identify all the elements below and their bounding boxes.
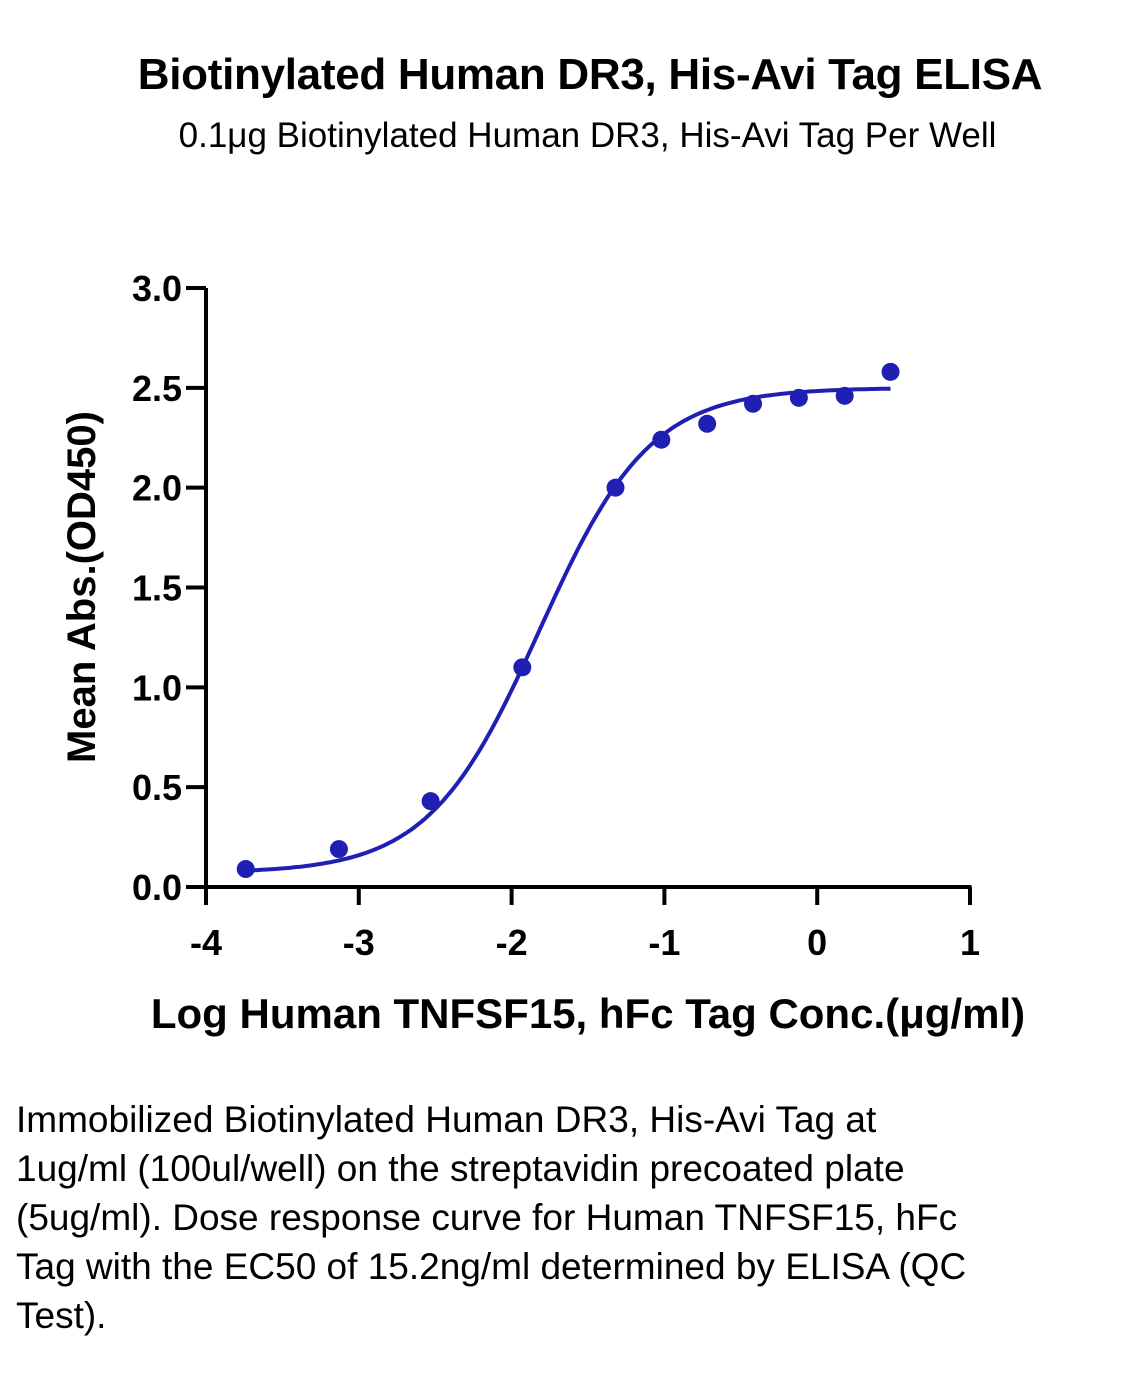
x-tick-label: -4 — [190, 922, 222, 963]
data-point — [652, 430, 671, 449]
data-point — [881, 362, 900, 381]
data-point — [329, 840, 348, 859]
x-tick-label: 1 — [960, 922, 980, 963]
y-tick-label: 1.5 — [132, 568, 182, 609]
data-point — [236, 860, 255, 879]
x-tick-label: -1 — [648, 922, 680, 963]
y-tick-label: 3.0 — [132, 268, 182, 309]
y-tick-label: 2.0 — [132, 468, 182, 509]
elisa-chart: 0.0 0.5 1.0 1.5 2.0 2.5 3.0 -4 -3 -2 -1 0 1 Mean Abs… — [60, 268, 1025, 1037]
data-point — [789, 388, 808, 407]
x-tick-label: -3 — [343, 922, 375, 963]
y-tick-label: 0.5 — [132, 767, 182, 808]
y-tick-label: 1.0 — [132, 667, 182, 708]
data-point — [421, 792, 440, 811]
data-points — [236, 362, 900, 879]
chart-subtitle: 0.1μg Biotinylated Human DR3, His-Avi Ta… — [178, 116, 997, 155]
data-point — [698, 414, 717, 433]
figure-caption: Immobilized Biotinylated Human DR3, His-… — [16, 1099, 967, 1336]
axes: 0.0 0.5 1.0 1.5 2.0 2.5 3.0 -4 -3 -2 -1 0 1 — [132, 268, 980, 963]
y-tick-label: 0.0 — [132, 867, 182, 908]
fit-curve-group — [245, 386, 891, 873]
y-tick-label: 2.5 — [132, 368, 182, 409]
fit-curve — [245, 386, 891, 873]
x-axis-label: Log Human TNFSF15, hFc Tag Conc.(μg/ml) — [151, 990, 1025, 1037]
y-axis-label: Mean Abs.(OD450) — [60, 411, 104, 763]
data-point — [606, 478, 625, 497]
data-point — [835, 386, 854, 405]
x-tick-label: 0 — [807, 922, 827, 963]
x-tick-label: -2 — [496, 922, 528, 963]
chart-title: Biotinylated Human DR3, His-Avi Tag ELIS… — [137, 50, 1043, 99]
data-point — [744, 394, 763, 413]
data-point — [513, 658, 532, 677]
